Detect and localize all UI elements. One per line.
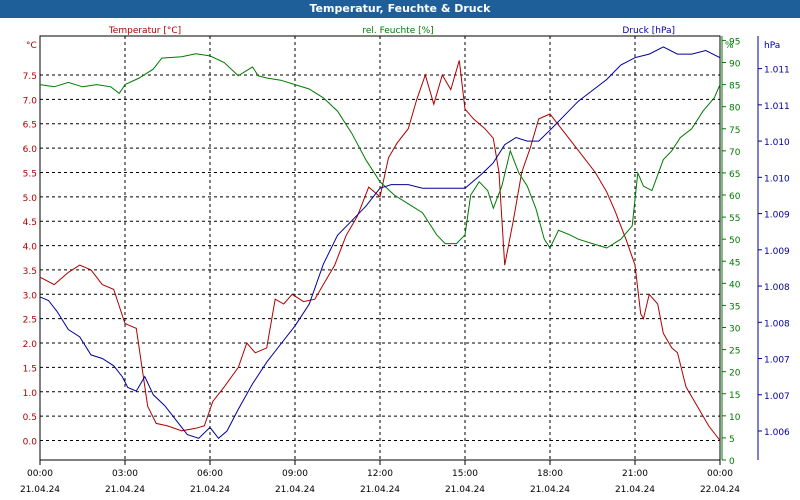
temperature-tick-label: 2.0 (23, 340, 38, 350)
humidity-tick-label: 25 (729, 347, 740, 357)
humidity-tick-label: 30 (729, 325, 741, 335)
temperature-tick-label: 6.5 (23, 121, 37, 131)
temperature-series-line (39, 60, 721, 441)
pressure-unit-label: hPa (764, 41, 780, 51)
humidity-unit-label: % (725, 41, 734, 51)
pressure-series-line (39, 46, 721, 440)
x-tick-label-date: 21.04.24 (190, 485, 230, 495)
pressure-tick-label: 1.007 (764, 392, 790, 402)
humidity-tick-label: 65 (729, 170, 740, 180)
humidity-tick-label: 35 (729, 302, 740, 312)
humidity-tick-label: 55 (729, 214, 740, 224)
x-tick-label-date: 21.04.24 (105, 485, 145, 495)
temperature-axis-title: Temperatur [°C] (108, 26, 181, 36)
humidity-tick-label: 90 (729, 60, 741, 70)
humidity-axis-title: rel. Feuchte [%] (362, 26, 433, 36)
series-layer (39, 46, 721, 441)
temperature-tick-label: 2.5 (23, 316, 37, 326)
x-tick-label-time: 00:00 (27, 469, 53, 479)
axis-labels: 0.0 0.5 1.0 1.5 2.0 2.5 3.0 3.5 4.0 4.5 5.0 5.5 6.0 6… (20, 26, 790, 495)
humidity-tick-label: 0 (729, 457, 735, 467)
humidity-tick-label: 60 (729, 192, 741, 202)
x-tick-label-time: 18:00 (537, 469, 563, 479)
x-tick-label-time: 03:00 (112, 469, 138, 479)
temperature-tick-label: 5.0 (23, 194, 38, 204)
humidity-tick-label: 85 (729, 82, 740, 92)
humidity-tick-label: 80 (729, 104, 741, 114)
axes (39, 36, 762, 465)
temperature-tick-label: 0.0 (23, 438, 38, 448)
pressure-tick-label: 1.008 (764, 283, 790, 293)
pressure-tick-label: 1.010 (764, 174, 790, 184)
x-tick-label-time: 21:00 (622, 469, 648, 479)
temperature-tick-label: 1.0 (23, 389, 38, 399)
temperature-tick-label: 4.5 (23, 218, 37, 228)
chart-title: Temperatur, Feuchte & Druck (0, 0, 800, 18)
x-tick-label-time: 15:00 (452, 469, 478, 479)
x-tick-label-time: 09:00 (282, 469, 308, 479)
x-tick-label-date: 21.04.24 (615, 485, 655, 495)
humidity-tick-label: 50 (729, 236, 741, 246)
pressure-tick-label: 1.008 (764, 319, 790, 329)
temperature-tick-label: 7.0 (23, 96, 38, 106)
temperature-tick-label: 4.0 (23, 243, 38, 253)
x-tick-label-date: 21.04.24 (360, 485, 400, 495)
humidity-tick-label: 75 (729, 126, 740, 136)
humidity-series-line (39, 53, 721, 250)
temperature-tick-label: 7.5 (23, 72, 37, 82)
pressure-tick-label: 1.007 (764, 356, 790, 366)
temperature-tick-label: 0.5 (23, 413, 37, 423)
temperature-tick-label: 6.0 (23, 145, 38, 155)
x-tick-label-date: 22.04.24 (700, 485, 740, 495)
grid-lines (39, 35, 721, 461)
temperature-unit-label: °C (26, 41, 37, 51)
temperature-tick-label: 5.5 (23, 169, 37, 179)
x-tick-label-date: 21.04.24 (275, 485, 315, 495)
humidity-tick-label: 45 (729, 258, 740, 268)
temperature-tick-label: 3.0 (23, 291, 38, 301)
humidity-tick-label: 40 (729, 280, 741, 290)
x-tick-label-time: 12:00 (367, 469, 393, 479)
pressure-tick-label: 1.009 (764, 211, 790, 221)
temperature-tick-label: 1.5 (23, 364, 37, 374)
humidity-tick-label: 10 (729, 413, 741, 423)
humidity-tick-label: 70 (729, 148, 741, 158)
x-tick-label-date: 21.04.24 (20, 485, 60, 495)
pressure-tick-label: 1.010 (764, 138, 790, 148)
humidity-tick-label: 20 (729, 369, 741, 379)
pressure-tick-label: 1.006 (764, 428, 790, 438)
humidity-tick-label: 95 (729, 37, 740, 47)
x-tick-label-date: 21.04.24 (530, 485, 570, 495)
humidity-tick-label: 15 (729, 391, 740, 401)
x-tick-label-time: 00:00 (707, 469, 733, 479)
humidity-tick-label: 5 (729, 435, 735, 445)
temperature-tick-label: 3.5 (23, 267, 37, 277)
pressure-tick-label: 1.011 (764, 66, 790, 76)
x-tick-label-time: 06:00 (197, 469, 223, 479)
x-tick-label-date: 21.04.24 (445, 485, 485, 495)
pressure-axis-title: Druck [hPa] (622, 26, 675, 36)
pressure-tick-label: 1.009 (764, 247, 790, 257)
pressure-tick-label: 1.011 (764, 102, 790, 112)
